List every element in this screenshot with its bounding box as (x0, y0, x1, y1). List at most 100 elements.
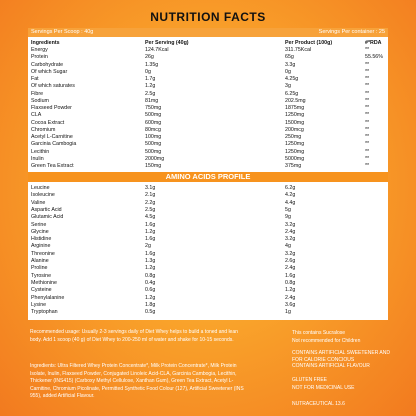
cell: 375mg (285, 163, 302, 169)
footer-note: NUTRACEUTICAL 13.6 (292, 401, 345, 407)
footer-note: GLUTEN FREE (292, 377, 328, 383)
column-header: Ingredients (31, 40, 60, 46)
cell: 3g (285, 83, 291, 90)
cell: 2.5g (145, 206, 156, 213)
footer-paragraph: Ingredients: Ultra Filtered Whey Protein… (30, 363, 244, 400)
cell: Cysteine (31, 287, 52, 294)
cell: 0g (145, 68, 151, 75)
cell: 1.6g (285, 272, 296, 279)
cell: 1250mg (285, 148, 305, 155)
cell: 4.2g (285, 192, 296, 199)
cell: 124.7Kcal (145, 47, 169, 53)
cell: Green Tea Extract (31, 163, 74, 169)
cell: Flaxseed Powder (31, 105, 72, 111)
cell: 5000mg (285, 155, 305, 162)
amino-panel: Leucine 3.1g 6.2g Isoleucine 2.1g 4.2g Valine 2… (28, 182, 388, 320)
cell: Phenylalanine (31, 294, 65, 301)
cell: 500mg (145, 112, 162, 119)
cell: 5g (285, 206, 291, 213)
cell: 80mcg (145, 126, 161, 133)
cell: 1875mg (285, 105, 305, 111)
cell: 55.56% (365, 54, 383, 61)
cell: 0g (285, 68, 291, 75)
cell: 1.35g (145, 61, 159, 68)
cell: ** (365, 163, 370, 169)
cell: ** (365, 83, 370, 90)
amino-header: AMINO ACIDS PROFILE (28, 172, 388, 182)
cell: 100mg (145, 134, 162, 140)
cell: Protein (31, 54, 48, 61)
cell: 1.7g (145, 76, 156, 82)
cell: 2.4g (285, 265, 296, 272)
cell: 600mg (145, 119, 162, 126)
cell: Histidine (31, 236, 52, 243)
cell: 0.4g (145, 279, 156, 286)
cell: Threonine (31, 250, 55, 257)
cell: Fat (31, 76, 39, 82)
cell: Garcinia Cambogia (31, 141, 77, 148)
cell: Leucine (31, 185, 50, 191)
cell: 2.5g (145, 90, 156, 97)
cell: ** (365, 61, 370, 68)
cell: Inulin (31, 155, 44, 162)
cell: Serine (31, 221, 47, 228)
cell: ** (365, 90, 370, 97)
footer-note: Not recommended for Children (292, 338, 361, 344)
cell: 1.6g (145, 250, 156, 257)
cell: 26g (145, 54, 154, 61)
cell: ** (365, 155, 370, 162)
cell: 6.25g (285, 90, 299, 97)
column-header: Per Product (100g) (285, 40, 333, 46)
cell: Energy (31, 47, 48, 53)
cell: 2000mg (145, 155, 165, 162)
cell: 4.5g (145, 214, 156, 221)
cell: Tryptophan (31, 309, 58, 316)
footer-note: This contains Sucralose (292, 330, 346, 336)
cell: Acetyl L-Carnitine (31, 134, 73, 140)
cell: Alanine (31, 258, 49, 264)
cell: 0.8g (145, 272, 156, 279)
cell: 4.25g (285, 76, 299, 82)
cell: ** (365, 148, 370, 155)
serving-bar: Servings Per Scoop : 40g Servings Per co… (28, 28, 388, 37)
cell: Glutamic Acid (31, 214, 64, 221)
nutrition-panel: Ingredients Per Serving (40g) Per Product … (28, 37, 388, 172)
cell: 2.4g (285, 294, 296, 301)
cell: ** (365, 76, 370, 82)
cell: ** (365, 119, 370, 126)
cell: 1250mg (285, 112, 305, 119)
cell: 3.6g (285, 301, 296, 308)
cell: 200mcg (285, 126, 304, 133)
cell: Lecithin (31, 148, 50, 155)
cell: Proline (31, 265, 48, 272)
cell: Sodium (31, 97, 49, 104)
cell: 1250mg (285, 141, 305, 148)
cell: Valine (31, 199, 46, 206)
cell: 1.6g (145, 236, 156, 243)
cell: 750mg (145, 105, 162, 111)
cell: 150mg (145, 163, 162, 169)
footer-note: NOT FOR MEDICINAL USE (292, 385, 355, 391)
cell: 202.5mg (285, 97, 306, 104)
cell: ** (365, 47, 370, 53)
cell: 0.5g (145, 309, 156, 316)
cell: ** (365, 105, 370, 111)
cell: 3.2g (285, 221, 296, 228)
cell: 0.8g (285, 279, 296, 286)
cell: 1.3g (145, 258, 156, 264)
cell: Isoleucine (31, 192, 55, 199)
cell: Tyrosine (31, 272, 52, 279)
cell: 2.1g (145, 192, 156, 199)
title: NUTRITION FACTS (150, 10, 266, 24)
cell: 1.2g (145, 265, 156, 272)
cell: 1500mg (285, 119, 305, 126)
cell: 1.2g (285, 287, 296, 294)
cell: CLA (31, 112, 42, 119)
cell: Chromium (31, 126, 56, 133)
column-header: #*RDA (365, 40, 382, 46)
cell: ** (365, 112, 370, 119)
cell: 250mg (285, 134, 302, 140)
cell: 3.2g (285, 250, 296, 257)
cell: ** (365, 97, 370, 104)
